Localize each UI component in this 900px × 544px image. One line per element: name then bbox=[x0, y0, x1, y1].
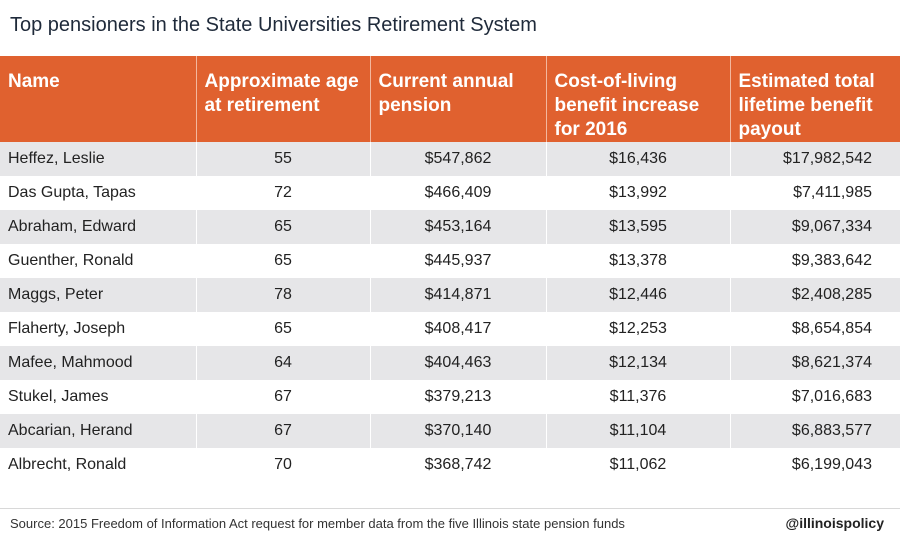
cell-lifetime: $8,621,374 bbox=[729, 346, 900, 380]
cell-cola: $16,436 bbox=[545, 142, 730, 176]
footer: Source: 2015 Freedom of Information Act … bbox=[0, 508, 900, 539]
cell-cola: $12,446 bbox=[545, 278, 730, 312]
cell-pension: $453,164 bbox=[369, 210, 546, 244]
table-row: Mafee, Mahmood 64 $404,463 $12,134 $8,62… bbox=[0, 346, 900, 380]
cell-name: Heffez, Leslie bbox=[0, 142, 196, 176]
cell-pension: $368,742 bbox=[369, 448, 546, 482]
table-row: Flaherty, Joseph 65 $408,417 $12,253 $8,… bbox=[0, 312, 900, 346]
cell-pension: $445,937 bbox=[369, 244, 546, 278]
cell-age: 72 bbox=[195, 176, 370, 210]
pensioners-table: Name Approximate age at retirement Curre… bbox=[0, 56, 900, 482]
cell-lifetime: $2,408,285 bbox=[729, 278, 900, 312]
cell-age: 67 bbox=[195, 380, 370, 414]
cell-pension: $404,463 bbox=[369, 346, 546, 380]
page-title: Top pensioners in the State Universities… bbox=[10, 14, 537, 36]
cell-age: 65 bbox=[195, 244, 370, 278]
table-row: Maggs, Peter 78 $414,871 $12,446 $2,408,… bbox=[0, 278, 900, 312]
cell-lifetime: $6,199,043 bbox=[729, 448, 900, 482]
cell-cola: $12,253 bbox=[545, 312, 730, 346]
cell-cola: $11,104 bbox=[545, 414, 730, 448]
cell-age: 70 bbox=[195, 448, 370, 482]
table-row: Guenther, Ronald 65 $445,937 $13,378 $9,… bbox=[0, 244, 900, 278]
cell-age: 64 bbox=[195, 346, 370, 380]
cell-age: 78 bbox=[195, 278, 370, 312]
cell-lifetime: $9,383,642 bbox=[729, 244, 900, 278]
cell-pension: $408,417 bbox=[369, 312, 546, 346]
cell-cola: $13,595 bbox=[545, 210, 730, 244]
cell-age: 65 bbox=[195, 210, 370, 244]
cell-name: Stukel, James bbox=[0, 380, 196, 414]
cell-name: Maggs, Peter bbox=[0, 278, 196, 312]
cell-cola: $12,134 bbox=[545, 346, 730, 380]
cell-lifetime: $7,016,683 bbox=[729, 380, 900, 414]
cell-lifetime: $8,654,854 bbox=[729, 312, 900, 346]
cell-pension: $466,409 bbox=[369, 176, 546, 210]
table-row: Abcarian, Herand 67 $370,140 $11,104 $6,… bbox=[0, 414, 900, 448]
cell-cola: $13,992 bbox=[545, 176, 730, 210]
table-header-row: Name Approximate age at retirement Curre… bbox=[0, 56, 900, 142]
cell-age: 55 bbox=[195, 142, 370, 176]
column-header-name: Name bbox=[0, 56, 196, 142]
cell-name: Das Gupta, Tapas bbox=[0, 176, 196, 210]
cell-name: Abraham, Edward bbox=[0, 210, 196, 244]
column-header-cola: Cost-of-living benefit increase for 2016 bbox=[545, 56, 730, 142]
cell-pension: $414,871 bbox=[369, 278, 546, 312]
cell-cola: $11,376 bbox=[545, 380, 730, 414]
cell-lifetime: $7,411,985 bbox=[729, 176, 900, 210]
cell-name: Mafee, Mahmood bbox=[0, 346, 196, 380]
cell-lifetime: $6,883,577 bbox=[729, 414, 900, 448]
cell-age: 65 bbox=[195, 312, 370, 346]
cell-pension: $370,140 bbox=[369, 414, 546, 448]
cell-name: Albrecht, Ronald bbox=[0, 448, 196, 482]
cell-name: Abcarian, Herand bbox=[0, 414, 196, 448]
source-note: Source: 2015 Freedom of Information Act … bbox=[10, 516, 625, 531]
cell-name: Guenther, Ronald bbox=[0, 244, 196, 278]
table-row: Albrecht, Ronald 70 $368,742 $11,062 $6,… bbox=[0, 448, 900, 482]
column-header-lifetime: Estimated total lifetime benefit payout bbox=[729, 56, 900, 142]
cell-pension: $379,213 bbox=[369, 380, 546, 414]
column-header-age: Approximate age at retirement bbox=[195, 56, 370, 142]
table-row: Abraham, Edward 65 $453,164 $13,595 $9,0… bbox=[0, 210, 900, 244]
cell-age: 67 bbox=[195, 414, 370, 448]
cell-cola: $13,378 bbox=[545, 244, 730, 278]
column-header-pension: Current annual pension bbox=[369, 56, 546, 142]
table-row: Stukel, James 67 $379,213 $11,376 $7,016… bbox=[0, 380, 900, 414]
table-row: Heffez, Leslie 55 $547,862 $16,436 $17,9… bbox=[0, 142, 900, 176]
cell-lifetime: $17,982,542 bbox=[729, 142, 900, 176]
cell-pension: $547,862 bbox=[369, 142, 546, 176]
cell-name: Flaherty, Joseph bbox=[0, 312, 196, 346]
table-row: Das Gupta, Tapas 72 $466,409 $13,992 $7,… bbox=[0, 176, 900, 210]
social-handle: @illinoispolicy bbox=[785, 515, 884, 531]
cell-cola: $11,062 bbox=[545, 448, 730, 482]
cell-lifetime: $9,067,334 bbox=[729, 210, 900, 244]
